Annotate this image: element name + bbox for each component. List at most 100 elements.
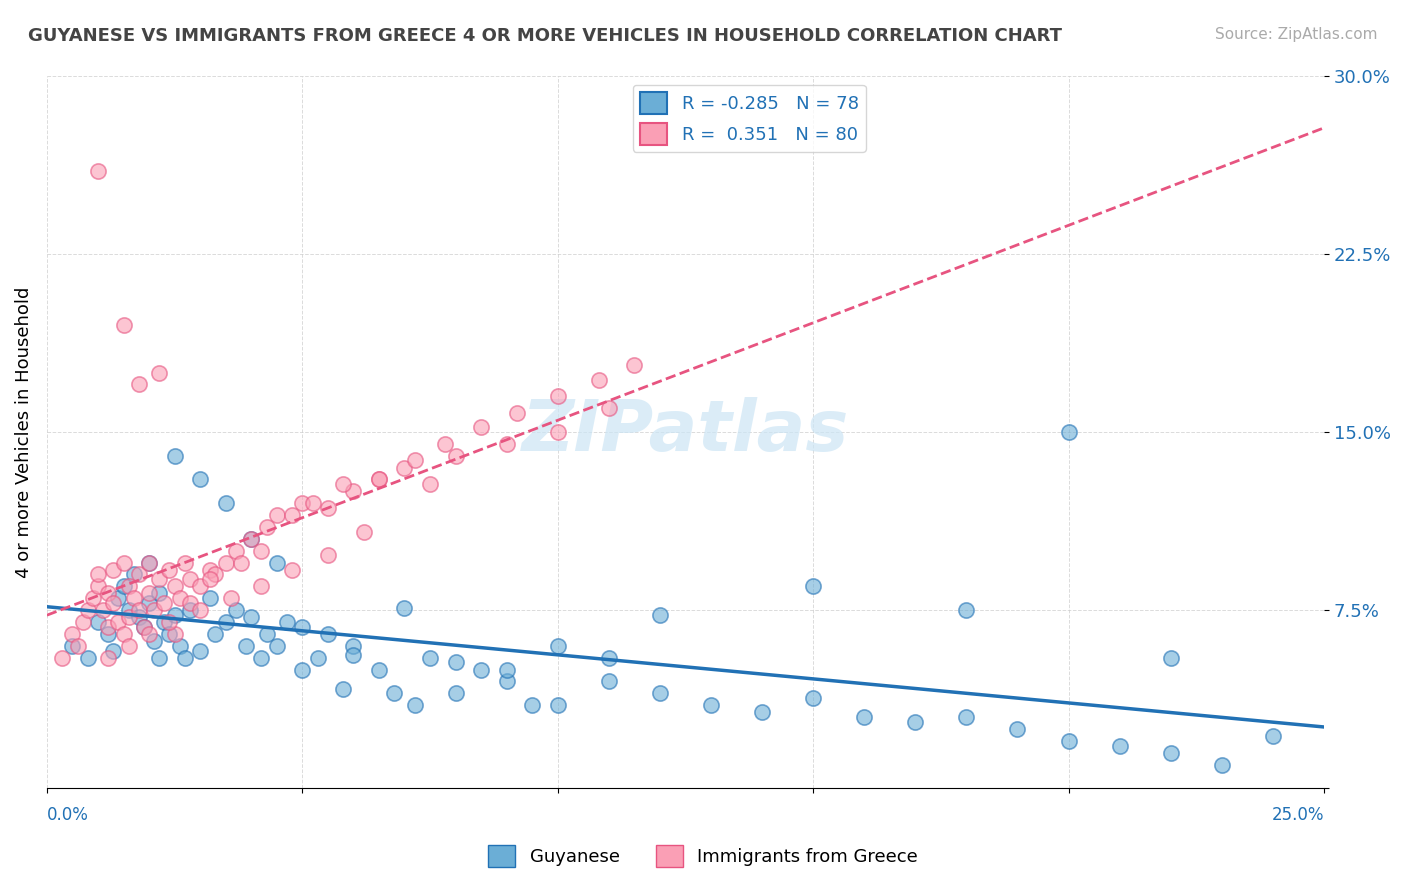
Point (122, 567, 145, 582)
Point (495, 437, 517, 451)
Point (266, 508, 288, 522)
Point (87, 615, 110, 629)
Point (97, 620, 120, 634)
Point (547, 425, 569, 439)
Point (173, 556, 195, 570)
Point (163, 449, 186, 463)
Point (163, 579, 186, 593)
Point (266, 556, 288, 570)
Point (122, 591, 145, 606)
Point (179, 603, 201, 617)
Point (159, 615, 181, 629)
Point (112, 627, 135, 641)
Point (132, 620, 155, 634)
Point (751, 706, 773, 720)
Point (1007, 722, 1029, 736)
Point (138, 556, 160, 570)
Point (148, 366, 170, 380)
Point (103, 643, 125, 657)
Point (332, 681, 354, 696)
Point (128, 567, 150, 582)
Point (307, 650, 329, 665)
Point (648, 686, 671, 700)
Point (250, 543, 273, 558)
Point (128, 377, 150, 392)
Point (163, 607, 186, 622)
Point (316, 500, 339, 515)
Point (215, 496, 238, 510)
Point (143, 603, 166, 617)
Point (112, 556, 135, 570)
Point (506, 406, 529, 420)
Point (598, 401, 620, 416)
Point (204, 627, 226, 641)
Point (240, 610, 263, 624)
Point (382, 686, 405, 700)
Point (97, 586, 120, 600)
Point (138, 596, 160, 610)
Point (132, 620, 155, 634)
Point (107, 615, 129, 629)
Point (598, 650, 620, 665)
Point (173, 650, 195, 665)
Point (215, 615, 238, 629)
Point (404, 698, 426, 713)
Point (117, 610, 139, 624)
Point (117, 639, 139, 653)
Point (1211, 757, 1233, 772)
Point (112, 318, 135, 332)
Point (623, 359, 645, 373)
Point (342, 639, 364, 653)
Point (256, 627, 278, 641)
Point (76, 603, 98, 617)
Legend: R = -0.285   N = 78, R =  0.351   N = 80: R = -0.285 N = 78, R = 0.351 N = 80 (633, 85, 866, 152)
Point (97, 627, 120, 641)
Point (444, 686, 467, 700)
Point (353, 524, 375, 539)
Point (159, 627, 181, 641)
Point (256, 520, 278, 534)
Point (853, 710, 876, 724)
Point (188, 603, 211, 617)
Point (148, 572, 170, 586)
Point (291, 663, 314, 677)
Point (588, 373, 610, 387)
Point (904, 714, 927, 729)
Point (128, 610, 150, 624)
Point (51, 650, 73, 665)
Point (316, 627, 339, 641)
Point (547, 389, 569, 403)
Point (91, 603, 114, 617)
Point (97, 650, 120, 665)
Point (188, 472, 211, 486)
Point (87, 579, 110, 593)
Legend: Guyanese, Immigrants from Greece: Guyanese, Immigrants from Greece (481, 838, 925, 874)
Point (225, 603, 247, 617)
Point (598, 674, 620, 689)
Point (215, 556, 238, 570)
Text: ZIPatlas: ZIPatlas (522, 398, 849, 467)
Text: 0.0%: 0.0% (46, 806, 89, 824)
Point (470, 663, 492, 677)
Point (394, 460, 416, 475)
Point (434, 437, 457, 451)
Point (801, 691, 824, 706)
Point (301, 496, 323, 510)
Point (153, 615, 176, 629)
Point (1057, 425, 1080, 439)
Point (266, 639, 288, 653)
Point (103, 563, 125, 577)
Point (1057, 733, 1080, 747)
Point (332, 477, 354, 491)
Point (520, 698, 543, 713)
Point (342, 484, 364, 499)
Point (87, 567, 110, 582)
Point (117, 603, 139, 617)
Point (107, 591, 129, 606)
Point (179, 572, 201, 586)
Point (163, 627, 186, 641)
Point (62, 627, 84, 641)
Point (801, 579, 824, 593)
Point (204, 567, 226, 582)
Point (394, 600, 416, 615)
